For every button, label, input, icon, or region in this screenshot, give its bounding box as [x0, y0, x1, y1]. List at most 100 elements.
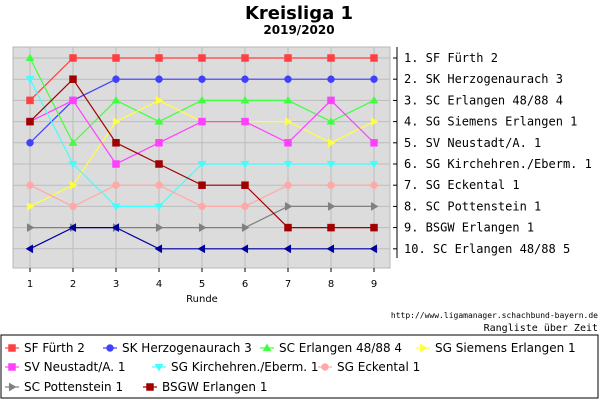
x-tick-label: 3 [113, 279, 119, 290]
data-point [198, 223, 207, 233]
legend-item: SG Kirchehren./Eberm. 1 [152, 360, 319, 374]
data-point [26, 223, 35, 233]
legend-marker [321, 363, 329, 371]
data-point [327, 223, 335, 232]
x-tick-label: 7 [285, 279, 291, 290]
data-point [68, 138, 78, 146]
chart-title: Kreisliga 1 [245, 3, 353, 24]
data-point [327, 75, 335, 83]
data-point [68, 223, 77, 233]
data-point [155, 181, 163, 189]
data-point [327, 181, 335, 189]
legend-item: SC Erlangen 48/88 4 [260, 341, 402, 355]
legend-item: SF Fürth 2 [5, 341, 85, 355]
legend-label: SC Erlangen 48/88 4 [279, 341, 402, 355]
data-point [240, 160, 250, 169]
data-point [283, 244, 292, 254]
x-tick-label: 2 [70, 279, 76, 290]
data-point [370, 201, 379, 211]
rank-label: 6. SG Kirchehren./Eberm. 1 [404, 157, 592, 171]
data-point [154, 203, 164, 211]
series-group [26, 54, 378, 105]
series-group [25, 76, 379, 211]
series-lines [25, 53, 379, 254]
x-tick-label: 4 [156, 279, 162, 290]
legend-item: SK Herzogenaurach 3 [103, 341, 252, 355]
data-point [26, 117, 34, 126]
data-point [284, 54, 292, 62]
legend-label: SG Eckental 1 [337, 360, 420, 374]
data-point [112, 54, 120, 62]
data-point [327, 54, 335, 62]
x-tick-label: 9 [371, 279, 377, 290]
rank-label: 9. BSGW Erlangen 1 [404, 221, 534, 235]
data-point [198, 75, 206, 83]
data-point [370, 223, 378, 232]
x-axis-label: Runde [186, 294, 218, 305]
data-point [112, 160, 120, 168]
data-point [369, 160, 379, 169]
legend-marker [106, 344, 114, 352]
data-point [326, 160, 336, 169]
data-point [155, 139, 163, 147]
data-point [69, 202, 77, 211]
legend-item: SG Siemens Erlangen 1 [416, 341, 576, 355]
rank-label: 5. SV Neustadt/A. 1 [404, 136, 541, 150]
data-point [155, 223, 164, 233]
rank-label: 8. SC Pottenstein 1 [404, 199, 541, 213]
data-point [112, 139, 120, 147]
data-point [197, 160, 207, 169]
legend-label: SG Siemens Erlangen 1 [435, 341, 576, 355]
data-point [155, 95, 164, 105]
data-point [326, 244, 335, 254]
series-group [26, 96, 378, 168]
data-point [154, 117, 164, 125]
data-point [241, 181, 249, 189]
data-point [69, 96, 77, 105]
series-group [26, 75, 378, 232]
data-point [155, 160, 163, 168]
rank-labels: 1. SF Fürth 2 2. SK Herzogenaurach 3 3. SC… [393, 47, 592, 258]
data-point [198, 181, 206, 189]
data-point [111, 203, 121, 211]
legend-marker [146, 383, 154, 391]
data-point [284, 201, 293, 211]
data-point [197, 95, 207, 104]
data-point [198, 202, 206, 211]
data-point [25, 76, 35, 84]
legend-marker [8, 363, 16, 371]
x-tick-label: 5 [199, 279, 205, 290]
rank-label: 4. SG Siemens Erlangen 1 [404, 115, 577, 129]
data-point [284, 117, 293, 127]
data-point [25, 244, 34, 254]
legend-item: BSGW Erlangen 1 [143, 380, 267, 394]
x-tick-label: 8 [328, 279, 334, 290]
rank-label: 10. SC Erlangen 48/88 5 [404, 242, 570, 256]
data-point [25, 53, 35, 62]
data-point [283, 95, 293, 104]
data-point [284, 223, 292, 232]
rank-label: 7. SG Eckental 1 [404, 178, 520, 192]
data-point [69, 54, 77, 62]
data-point [154, 244, 163, 254]
data-point [155, 54, 163, 62]
series-group [26, 181, 378, 211]
legend-box [0, 334, 599, 399]
data-point [111, 223, 120, 233]
url-note: http://www.ligamanager.schachbund-bayern… [391, 311, 598, 320]
legend-marker [154, 363, 164, 372]
x-tick-label: 6 [242, 279, 248, 290]
data-point [369, 95, 379, 104]
legend-marker [419, 343, 428, 353]
data-point [241, 202, 249, 211]
data-point [26, 181, 34, 189]
data-point [69, 180, 78, 190]
data-point [284, 181, 292, 189]
data-point [240, 244, 249, 254]
legend-marker [262, 343, 272, 352]
legend-item: SG Eckental 1 [318, 360, 420, 374]
data-point [327, 96, 335, 105]
data-point [241, 117, 249, 126]
legend: SF Fürth 2 SK Herzogenaurach 3 SC Erlangen… [5, 341, 576, 394]
